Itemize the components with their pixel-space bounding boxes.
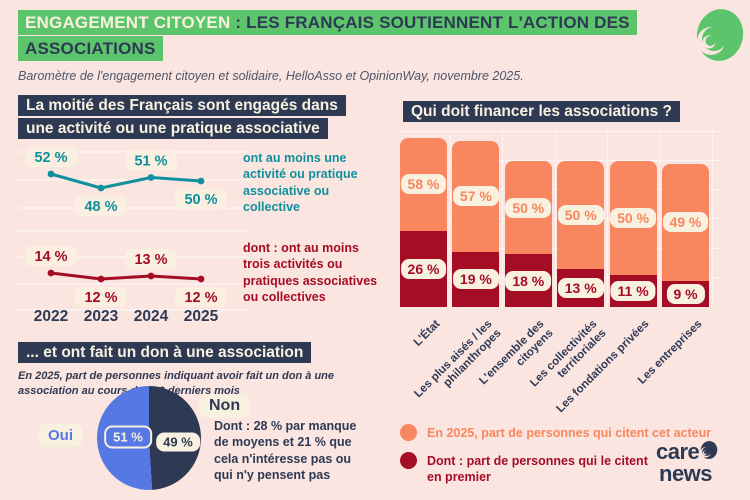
legend-label-cited-first: Dont : part de personnes qui le citent e… <box>427 454 648 485</box>
svg-text:13 %: 13 % <box>134 252 167 268</box>
bar-category-label: Les entreprises <box>635 318 704 387</box>
carenews-logo: care news <box>656 441 718 485</box>
red-dot-icon <box>400 452 417 469</box>
svg-text:12 %: 12 % <box>84 290 117 306</box>
pie-value-oui: 51 % <box>104 425 152 449</box>
legend-label-cited: En 2025, part de personnes qui citent ce… <box>427 426 712 440</box>
gridline <box>449 130 451 307</box>
bar-value-first-choice: 19 % <box>452 269 499 290</box>
bar-value-total: 58 % <box>400 174 447 195</box>
series-label-three-activities: dont : ont au moins trois activités ou p… <box>243 241 378 304</box>
bar-value-first-choice: 11 % <box>610 280 656 301</box>
brand-care: care <box>656 439 700 464</box>
bar-value-first-choice: 18 % <box>505 270 552 291</box>
svg-text:50 %: 50 % <box>184 192 217 208</box>
title-part-2: : LES FRANÇAIS SOUTIENNENT L'ACTION DES … <box>25 13 630 59</box>
brand-spiral-icon <box>700 441 718 459</box>
orange-dot-icon <box>400 424 417 441</box>
bar-chart-financing: 58 % 26 % 57 % 19 % 50 % 18 % 50 % 13 % 50 % 11 %… <box>400 130 722 307</box>
bar-total <box>400 137 447 307</box>
bar-value-first-choice: 26 % <box>400 259 447 280</box>
year-label: 2025 <box>183 308 219 325</box>
bar-chart-category-labels: L'État Les plus aisés / les philanthropes… <box>400 314 716 415</box>
pie-label-oui: Oui <box>38 424 83 447</box>
page-title: ENGAGEMENT CITOYEN : LES FRANÇAIS SOUTIE… <box>18 10 663 63</box>
svg-text:12 %: 12 % <box>184 290 217 306</box>
spiral-logo-icon <box>696 9 744 61</box>
pie-label-non: Non <box>199 394 251 418</box>
pie-value-non: 49 % <box>156 432 200 452</box>
section-title-donation: ... et ont fait un don à une association <box>18 341 363 364</box>
svg-text:48 %: 48 % <box>84 199 117 215</box>
x-axis-years: 2022 2023 2024 2025 <box>18 308 250 330</box>
brand-news: news <box>659 461 713 486</box>
gridline <box>554 130 556 307</box>
bar-value-total: 50 % <box>557 205 604 226</box>
bar-value-first-choice: 13 % <box>557 278 604 299</box>
bar-value-total: 50 % <box>505 197 552 218</box>
year-label: 2024 <box>133 308 169 325</box>
title-part-1: ENGAGEMENT CITOYEN <box>25 13 231 32</box>
gridline <box>400 130 722 132</box>
line-chart-three-activities: 14 % 12 % 13 % 12 % <box>18 230 250 311</box>
gridline <box>400 160 722 161</box>
bar-value-total: 57 % <box>452 186 499 207</box>
section-title-engagement: La moitié des Français sont engagés dans… <box>18 94 358 141</box>
series-label-activity: ont au moins une activité ou pratique as… <box>243 151 358 214</box>
section-title-financing: Qui doit financer les associations ? <box>403 100 733 123</box>
svg-text:51 %: 51 % <box>134 154 167 170</box>
line-chart-activity: 52 % 48 % 51 % 50 % <box>18 147 250 216</box>
source-subtitle: Baromètre de l'engagement citoyen et sol… <box>18 69 524 83</box>
gridline <box>659 130 661 307</box>
gridline <box>606 130 608 307</box>
title-highlight: ENGAGEMENT CITOYEN : LES FRANÇAIS SOUTIE… <box>18 10 637 62</box>
svg-text:52 %: 52 % <box>34 150 67 166</box>
bar-value-total: 49 % <box>662 212 709 233</box>
gridline <box>502 130 504 307</box>
donation-subtitle: En 2025, part de personnes indiquant avo… <box>18 370 334 397</box>
gridline <box>711 130 713 307</box>
bar-value-first-choice: 9 % <box>666 283 705 304</box>
year-label: 2023 <box>83 308 119 325</box>
bar-value-total: 50 % <box>610 207 657 228</box>
legend-item-cited: En 2025, part de personnes qui citent ce… <box>400 424 712 441</box>
donation-note: Dont : 28 % par manque de moyens et 21 %… <box>214 419 357 482</box>
svg-text:14 %: 14 % <box>34 249 67 265</box>
legend-item-cited-first: Dont : part de personnes qui le citent e… <box>400 452 662 486</box>
year-label: 2022 <box>33 308 69 325</box>
